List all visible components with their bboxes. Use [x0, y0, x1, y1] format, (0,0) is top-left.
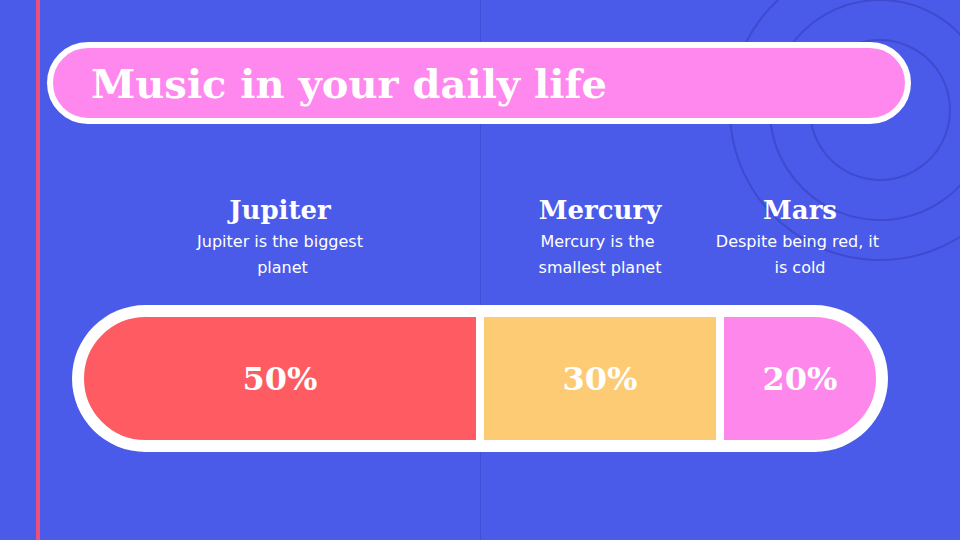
svg-text:Mars: Mars	[763, 195, 837, 225]
svg-text:Jupiter is the biggest: Jupiter is the biggest	[196, 232, 363, 251]
svg-text:Music in your daily life: Music in your daily life	[91, 60, 607, 107]
svg-text:is cold: is cold	[774, 258, 825, 277]
svg-text:planet: planet	[252, 258, 308, 277]
svg-text:30%: 30%	[563, 360, 638, 398]
svg-text:Mercury: Mercury	[539, 195, 662, 225]
svg-text:smallest planet: smallest planet	[539, 258, 662, 277]
svg-text:Despite being red, it: Despite being red, it	[716, 232, 884, 251]
svg-text:Jupiter: Jupiter	[227, 195, 331, 225]
svg-text:20%: 20%	[763, 360, 838, 398]
svg-text:50%: 50%	[243, 360, 318, 398]
svg-text:Mercury is the: Mercury is the	[540, 232, 659, 251]
